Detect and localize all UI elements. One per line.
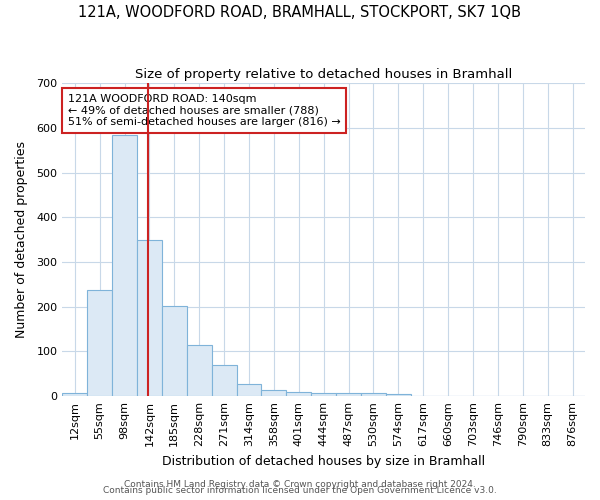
Text: 121A WOODFORD ROAD: 140sqm
← 49% of detached houses are smaller (788)
51% of sem: 121A WOODFORD ROAD: 140sqm ← 49% of deta… bbox=[68, 94, 340, 127]
Bar bbox=[162, 306, 187, 396]
Bar bbox=[236, 384, 262, 396]
Bar bbox=[187, 344, 212, 396]
Bar bbox=[286, 392, 311, 396]
Bar bbox=[311, 393, 336, 396]
Text: Contains public sector information licensed under the Open Government Licence v3: Contains public sector information licen… bbox=[103, 486, 497, 495]
Y-axis label: Number of detached properties: Number of detached properties bbox=[15, 141, 28, 338]
Title: Size of property relative to detached houses in Bramhall: Size of property relative to detached ho… bbox=[135, 68, 512, 80]
Bar bbox=[87, 290, 112, 396]
Bar bbox=[386, 394, 411, 396]
Bar bbox=[62, 393, 87, 396]
Text: 121A, WOODFORD ROAD, BRAMHALL, STOCKPORT, SK7 1QB: 121A, WOODFORD ROAD, BRAMHALL, STOCKPORT… bbox=[79, 5, 521, 20]
Bar bbox=[112, 136, 137, 396]
Bar bbox=[137, 240, 162, 396]
Text: Contains HM Land Registry data © Crown copyright and database right 2024.: Contains HM Land Registry data © Crown c… bbox=[124, 480, 476, 489]
X-axis label: Distribution of detached houses by size in Bramhall: Distribution of detached houses by size … bbox=[162, 454, 485, 468]
Bar bbox=[262, 390, 286, 396]
Bar bbox=[361, 393, 386, 396]
Bar bbox=[212, 365, 236, 396]
Bar bbox=[336, 394, 361, 396]
